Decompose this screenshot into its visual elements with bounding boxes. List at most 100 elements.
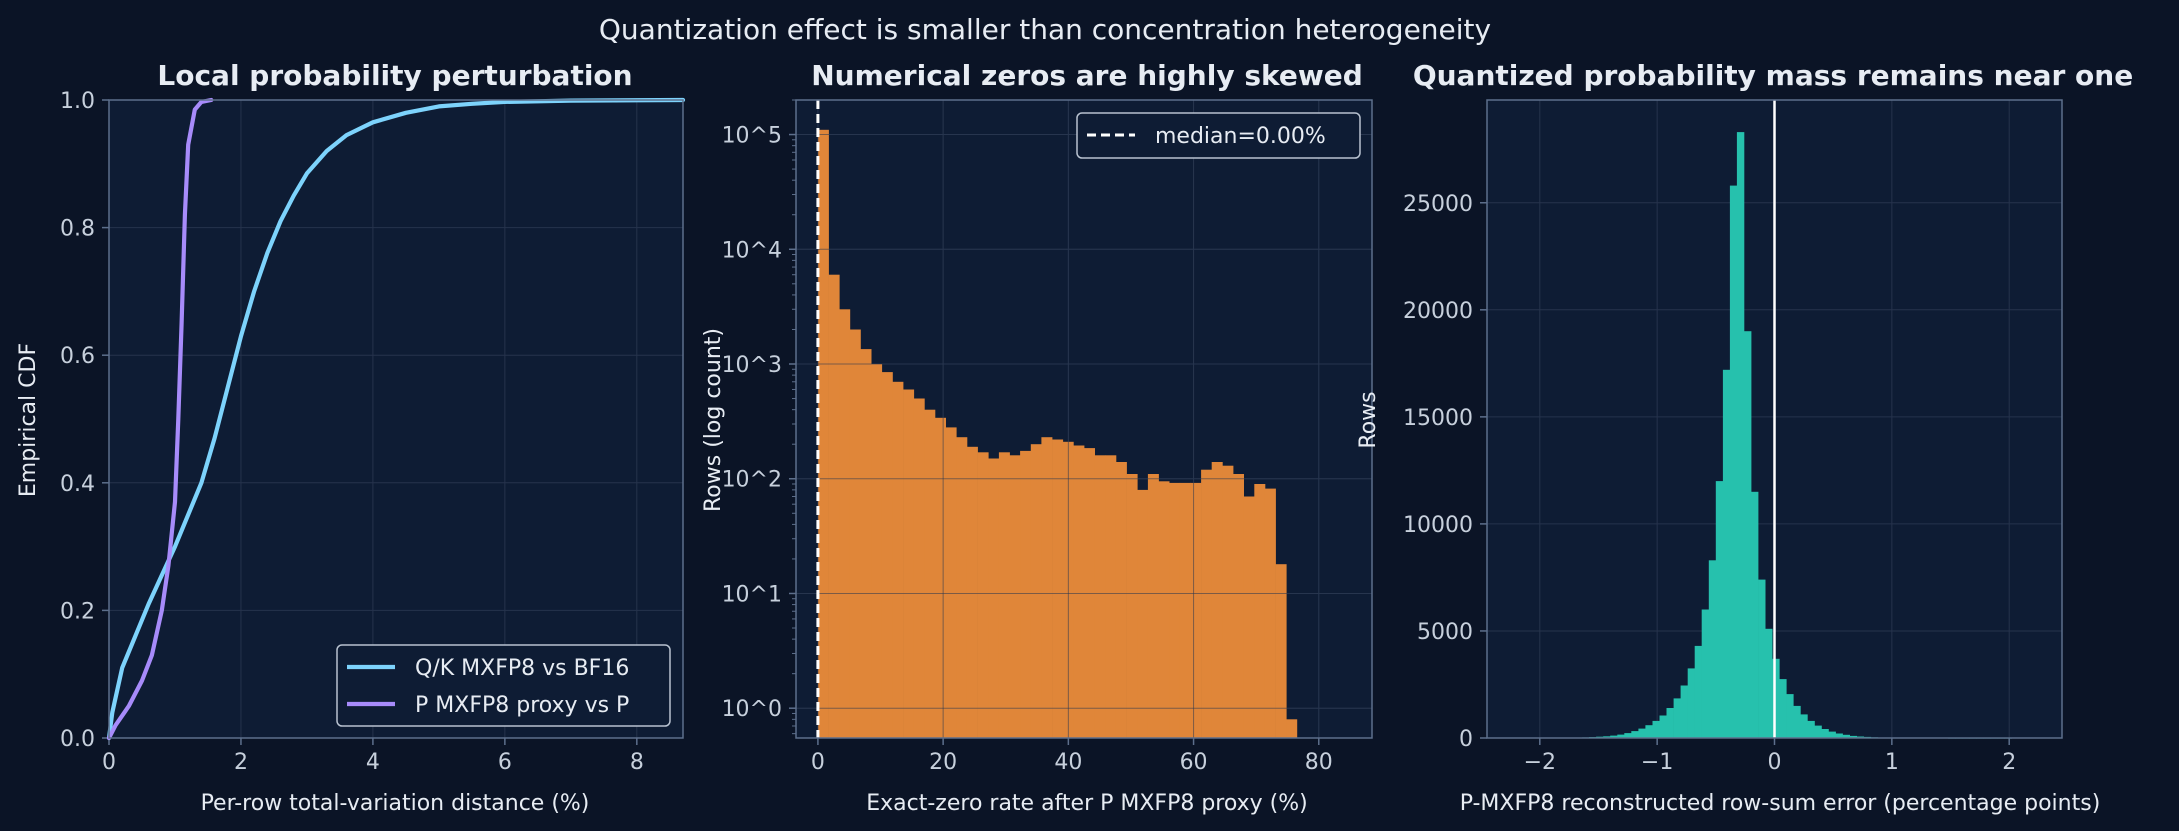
rowsum-bar <box>1758 579 1766 738</box>
zeros-bar <box>881 372 893 738</box>
rowsum-y-tick-label: 15000 <box>1403 406 1473 431</box>
rowsum-x-tick-label: 2 <box>2002 750 2016 775</box>
rowsum-bar <box>1835 733 1843 738</box>
cdf-y-tick-label: 0.4 <box>60 472 95 497</box>
zeros-y-tick-label: 10^4 <box>722 238 782 263</box>
rowsum-y-tick-label: 20000 <box>1403 299 1473 324</box>
rowsum-panel: Quantized probability mass remains near … <box>1356 59 2133 816</box>
cdf-y-tick-label: 0.0 <box>60 727 95 752</box>
cdf-legend-label: Q/K MXFP8 vs BF16 <box>415 656 629 681</box>
zeros-y-tick-label: 10^2 <box>722 468 782 493</box>
cdf-legend-box <box>336 644 671 727</box>
zeros-panel-ylabel: Rows (log count) <box>701 328 726 512</box>
rowsum-bar <box>1821 729 1829 738</box>
rowsum-bar <box>1666 708 1674 738</box>
rowsum-bar <box>1715 481 1724 738</box>
zeros-bar <box>977 452 989 738</box>
zeros-bar <box>913 398 925 738</box>
rowsum-bar <box>1729 185 1738 739</box>
rowsum-bar <box>1736 132 1745 739</box>
zeros-bar <box>1105 455 1117 738</box>
zeros-bar <box>1041 437 1053 738</box>
rowsum-panel-title: Quantized probability mass remains near … <box>1413 59 2133 92</box>
zeros-y-tick-label: 10^0 <box>722 697 782 722</box>
cdf-x-tick-label: 2 <box>234 750 248 775</box>
rowsum-bar <box>1624 733 1632 738</box>
rowsum-panel-xlabel: P-MXFP8 reconstructed row-sum error (per… <box>1460 791 2101 816</box>
rowsum-bar <box>1708 560 1717 738</box>
rowsum-bar <box>1751 491 1759 738</box>
zeros-bar <box>1052 439 1064 738</box>
rowsum-spines <box>1486 99 2063 739</box>
zeros-bar <box>1179 482 1191 738</box>
zeros-bar <box>903 389 915 738</box>
cdf-legend: Q/K MXFP8 vs BF16 P MXFP8 proxy vs P <box>336 644 671 727</box>
zeros-bar <box>1137 489 1149 738</box>
cdf-plot-area <box>109 100 683 738</box>
rowsum-bar <box>1722 369 1731 738</box>
zeros-bar <box>1030 444 1042 738</box>
zeros-bar <box>1073 445 1085 738</box>
zeros-bar <box>871 364 883 738</box>
cdf-panel-ylabel: Empirical CDF <box>16 343 41 497</box>
zeros-bar <box>956 437 968 738</box>
zeros-y-tick-label: 10^1 <box>722 582 782 607</box>
rowsum-x-tick-label: 1 <box>1885 750 1899 775</box>
zeros-bar <box>849 329 861 738</box>
rowsum-y-tick-label: 10000 <box>1403 513 1473 538</box>
cdf-panel-xlabel: Per-row total-variation distance (%) <box>201 791 590 816</box>
rowsum-bar <box>1828 731 1836 738</box>
rowsum-bar <box>1807 720 1815 738</box>
zeros-x-tick-label: 80 <box>1305 750 1333 775</box>
rowsum-bar <box>1842 734 1850 738</box>
rowsum-y-tick-label: 25000 <box>1403 192 1473 217</box>
rowsum-bar <box>1786 694 1794 738</box>
zeros-bar <box>1211 462 1223 738</box>
rowsum-bar <box>1765 628 1773 738</box>
rowsum-bar <box>1638 728 1646 738</box>
rowsum-bar <box>1687 668 1696 738</box>
zeros-bar <box>1264 488 1276 738</box>
zeros-bar <box>1233 474 1244 738</box>
zeros-bar <box>1201 469 1213 738</box>
zeros-panel-title: Numerical zeros are highly skewed <box>811 59 1363 92</box>
zeros-bar <box>988 458 1000 738</box>
zeros-legend-label: median=0.00% <box>1155 124 1326 149</box>
rowsum-bar <box>1814 725 1822 738</box>
zeros-bar <box>1243 496 1255 738</box>
rowsum-bar <box>1793 705 1801 738</box>
rowsum-x-tick-label: 0 <box>1768 750 1782 775</box>
zeros-bar <box>892 381 904 738</box>
rowsum-bar <box>1645 725 1653 738</box>
rowsum-bar <box>1680 685 1688 738</box>
zeros-bar <box>945 427 957 738</box>
rowsum-bar <box>1772 658 1780 738</box>
rowsum-panel-ylabel: Rows <box>1356 391 1381 448</box>
zeros-bar <box>1094 455 1106 738</box>
zeros-legend-box <box>1076 112 1361 159</box>
zeros-legend: median=0.00% <box>1076 112 1361 159</box>
cdf-panel-title: Local probability perturbation <box>157 59 632 92</box>
cdf-series-line-0 <box>106 97 686 741</box>
cdf-y-tick-label: 0.8 <box>60 217 95 242</box>
cdf-x-tick-label: 4 <box>366 750 380 775</box>
cdf-legend-label: P MXFP8 proxy vs P <box>415 693 629 718</box>
zeros-bar <box>1020 450 1032 738</box>
zeros-x-tick-label: 20 <box>929 750 957 775</box>
zeros-bar <box>1009 455 1021 738</box>
cdf-x-tick-label: 8 <box>630 750 644 775</box>
zeros-x-tick-label: 40 <box>1054 750 1082 775</box>
zeros-bar <box>1169 482 1181 738</box>
cdf-series-line-1 <box>106 97 214 741</box>
zeros-bar <box>1126 474 1138 738</box>
cdf-spines <box>108 99 684 739</box>
rowsum-bar <box>1659 715 1667 738</box>
rowsum-bar <box>1603 736 1611 738</box>
zeros-bar <box>1254 484 1266 738</box>
cdf-x-tick-label: 0 <box>102 750 116 775</box>
rowsum-y-tick-label: 5000 <box>1417 620 1473 645</box>
rowsum-bar <box>1800 714 1808 738</box>
zeros-bar <box>1190 482 1202 738</box>
cdf-y-tick-label: 0.2 <box>60 599 95 624</box>
rowsum-bar <box>1849 735 1857 738</box>
